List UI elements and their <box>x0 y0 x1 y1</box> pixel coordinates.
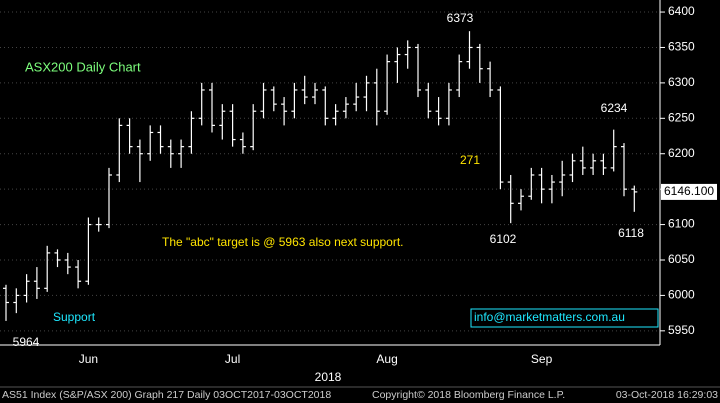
annotation: The "abc" target is @ 5963 also next sup… <box>162 235 404 249</box>
footer-text: Copyright© 2018 Bloomberg Finance L.P. <box>372 389 565 401</box>
annotation: info@marketmatters.com.au <box>474 310 625 324</box>
annotation: Support <box>53 310 96 324</box>
annotation: 5964 <box>13 335 40 349</box>
y-tick-label: 6050 <box>668 252 695 266</box>
y-tick-label: 6000 <box>668 288 695 302</box>
x-tick-label: Jul <box>225 352 240 366</box>
y-tick-label: 5950 <box>668 323 695 337</box>
annotation: 6373 <box>447 11 474 25</box>
annotation: 271 <box>460 153 480 167</box>
annotation: 6118 <box>618 226 644 240</box>
last-price-label: 6146.100 <box>664 184 714 198</box>
y-tick-label: 6300 <box>668 75 695 89</box>
x-axis-label: 2018 <box>315 370 342 384</box>
footer-text: AS51 Index (S&P/ASX 200) Graph 217 Daily… <box>2 389 331 401</box>
chart-title: ASX200 Daily Chart <box>25 59 141 74</box>
info-box <box>470 308 659 328</box>
x-tick-label: Aug <box>376 352 397 366</box>
y-tick-label: 6350 <box>668 40 695 54</box>
y-tick-label: 6200 <box>668 146 695 160</box>
last-price-box <box>661 183 717 200</box>
x-tick-label: Jun <box>79 352 98 366</box>
footer-text: 03-Oct-2018 16:29:03 <box>616 389 718 401</box>
annotation: 6102 <box>490 232 517 246</box>
y-tick-label: 6250 <box>668 110 695 124</box>
annotation: 6234 <box>601 101 628 115</box>
y-tick-label: 6400 <box>668 4 695 18</box>
y-tick-label: 6100 <box>668 217 695 231</box>
x-tick-label: Sep <box>531 352 553 366</box>
